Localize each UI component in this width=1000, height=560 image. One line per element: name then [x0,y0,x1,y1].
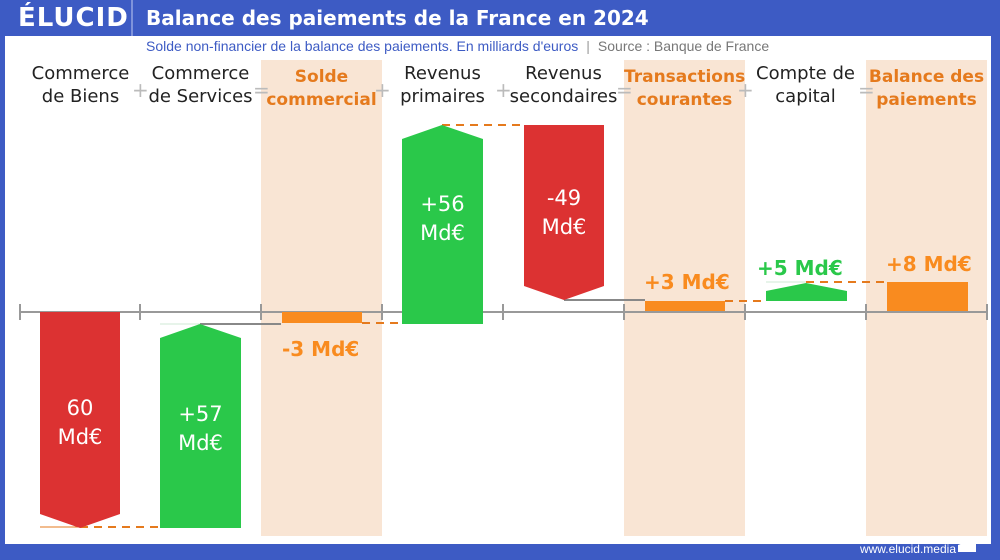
label-balance-paiements: +8 Md€ [886,252,972,276]
label-revenus-secondaires: -49 Md€ [541,186,587,239]
chart-subtitle: Solde non-financier de la balance des pa… [146,38,769,54]
axis-tick [139,304,141,320]
column-header-transactions-courantes: Transactions courantes [624,67,746,110]
axis-tick [744,304,746,320]
bar-transactions-courantes [645,301,725,311]
label-solde-commercial: -3 Md€ [282,337,360,361]
axis-tick [381,304,383,320]
axis-tick [623,304,625,320]
column-header-compte-capital: Compte de capital [756,63,855,107]
axis-tick [865,304,867,320]
bar-revenus-secondaires [524,125,604,300]
column-header-commerce-biens: Commerce de Biens [31,63,130,107]
highlight-transactions-courantes [624,60,745,536]
elucid-logo: ÉLUCID [18,3,129,33]
bar-commerce-services [160,324,241,528]
label-compte-capital: +5 Md€ [757,256,843,280]
axis-tick [502,304,504,320]
bar-solde-commercial [282,312,362,323]
axis-tick [986,304,988,320]
footer-url[interactable]: www.elucid.media [859,542,956,556]
label-revenus-primaires: +56 Md€ [420,192,465,245]
bar-commerce-biens [40,312,120,528]
column-header-commerce-services: Commerce de Services [148,63,253,107]
column-header-solde-commercial: Solde commercial [266,67,377,110]
subtitle-separator: | [586,38,590,54]
source-text: Source : Banque de France [597,38,770,54]
bar-compte-capital [766,283,847,301]
operator-equals: = [616,78,633,102]
operator-plus: + [374,78,391,102]
subtitle-text: Solde non-financier de la balance des pa… [146,38,579,54]
operator-equals: = [858,78,875,102]
operator-plus: + [737,78,754,102]
axis-tick [260,304,262,320]
label-commerce-biens: 60 Md€ [57,396,103,449]
column-header-revenus-secondaires: Revenus secondaires [509,63,618,107]
operator-equals: = [253,78,270,102]
bar-balance-paiements [887,282,968,311]
label-commerce-services: +57 Md€ [178,402,223,455]
header-divider [131,0,133,36]
header-bar: ÉLUCID Balance des paiements de la Franc… [0,0,1000,36]
highlight-solde-commercial [261,60,382,536]
label-transactions-courantes: +3 Md€ [644,270,730,294]
column-header-revenus-primaires: Revenus primaires [400,63,485,107]
chart-title: Balance des paiements de la France en 20… [146,6,649,30]
axis-tick [19,304,21,320]
operator-plus: + [132,78,149,102]
column-header-balance-paiements: Balance des paiements [868,67,985,110]
operator-plus: + [495,78,512,102]
bar-revenus-primaires [402,125,483,324]
